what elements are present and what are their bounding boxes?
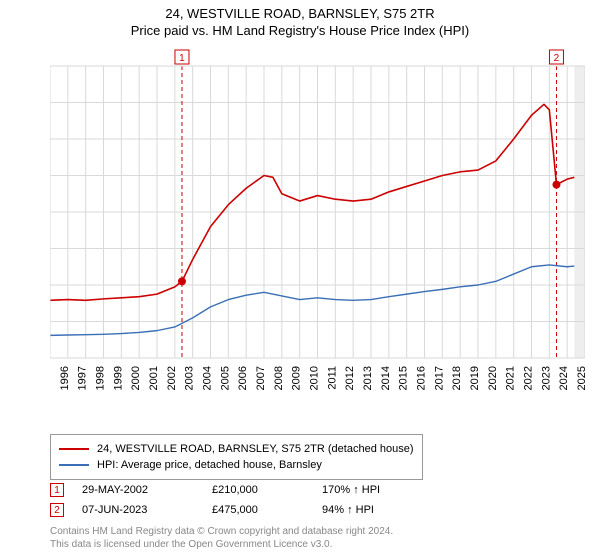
datapoint-marker-icon: 2 xyxy=(50,503,64,517)
svg-text:2010: 2010 xyxy=(309,366,321,390)
price-chart: £0£100K£200K£300K£400K£500K£600K£700K£80… xyxy=(50,48,585,398)
svg-text:1999: 1999 xyxy=(112,366,124,390)
svg-text:2018: 2018 xyxy=(451,366,463,390)
datapoint-price: £475,000 xyxy=(212,504,322,516)
legend-item-property: 24, WESTVILLE ROAD, BARNSLEY, S75 2TR (d… xyxy=(59,441,414,457)
datapoint-marker-icon: 1 xyxy=(50,483,64,497)
chart-footer: Contains HM Land Registry data © Crown c… xyxy=(50,525,393,551)
svg-text:1995: 1995 xyxy=(50,366,53,390)
svg-text:2004: 2004 xyxy=(202,366,214,390)
svg-text:2005: 2005 xyxy=(219,366,231,390)
svg-text:2023: 2023 xyxy=(540,366,552,390)
svg-text:2019: 2019 xyxy=(469,366,481,390)
svg-text:1996: 1996 xyxy=(59,366,71,390)
datapoint-row: 1 29-MAY-2002 £210,000 170% ↑ HPI xyxy=(50,480,422,500)
svg-text:2011: 2011 xyxy=(326,366,338,390)
svg-text:2002: 2002 xyxy=(166,366,178,390)
svg-text:2022: 2022 xyxy=(523,366,535,390)
svg-text:2025: 2025 xyxy=(576,366,585,390)
footer-line1: Contains HM Land Registry data © Crown c… xyxy=(50,525,393,538)
datapoint-table: 1 29-MAY-2002 £210,000 170% ↑ HPI 2 07-J… xyxy=(50,480,422,520)
svg-text:2012: 2012 xyxy=(344,366,356,390)
datapoint-price: £210,000 xyxy=(212,484,322,496)
chart-title-sub: Price paid vs. HM Land Registry's House … xyxy=(0,23,600,38)
legend-label: HPI: Average price, detached house, Barn… xyxy=(97,457,322,473)
svg-text:2003: 2003 xyxy=(184,366,196,390)
svg-text:2016: 2016 xyxy=(416,366,428,390)
svg-text:2000: 2000 xyxy=(130,366,142,390)
svg-text:2015: 2015 xyxy=(398,366,410,390)
svg-text:2008: 2008 xyxy=(273,366,285,390)
datapoint-date: 29-MAY-2002 xyxy=(82,484,212,496)
legend-item-hpi: HPI: Average price, detached house, Barn… xyxy=(59,457,414,473)
svg-text:2001: 2001 xyxy=(148,366,160,390)
svg-text:1998: 1998 xyxy=(95,366,107,390)
svg-text:2017: 2017 xyxy=(433,366,445,390)
svg-text:1997: 1997 xyxy=(77,366,89,390)
svg-text:2007: 2007 xyxy=(255,366,267,390)
svg-text:2009: 2009 xyxy=(291,366,303,390)
svg-text:2006: 2006 xyxy=(237,366,249,390)
svg-text:2013: 2013 xyxy=(362,366,374,390)
datapoint-hpi-pct: 94% ↑ HPI xyxy=(322,504,422,516)
footer-line2: This data is licensed under the Open Gov… xyxy=(50,538,393,551)
datapoint-hpi-pct: 170% ↑ HPI xyxy=(322,484,422,496)
svg-text:2: 2 xyxy=(554,53,560,64)
svg-text:2021: 2021 xyxy=(505,366,517,390)
chart-legend: 24, WESTVILLE ROAD, BARNSLEY, S75 2TR (d… xyxy=(50,434,423,480)
datapoint-row: 2 07-JUN-2023 £475,000 94% ↑ HPI xyxy=(50,500,422,520)
legend-label: 24, WESTVILLE ROAD, BARNSLEY, S75 2TR (d… xyxy=(97,441,414,457)
svg-text:1: 1 xyxy=(179,53,185,64)
datapoint-date: 07-JUN-2023 xyxy=(82,504,212,516)
chart-title-address: 24, WESTVILLE ROAD, BARNSLEY, S75 2TR xyxy=(0,6,600,21)
svg-text:2014: 2014 xyxy=(380,366,392,390)
svg-text:2024: 2024 xyxy=(558,366,570,390)
svg-text:2020: 2020 xyxy=(487,366,499,390)
